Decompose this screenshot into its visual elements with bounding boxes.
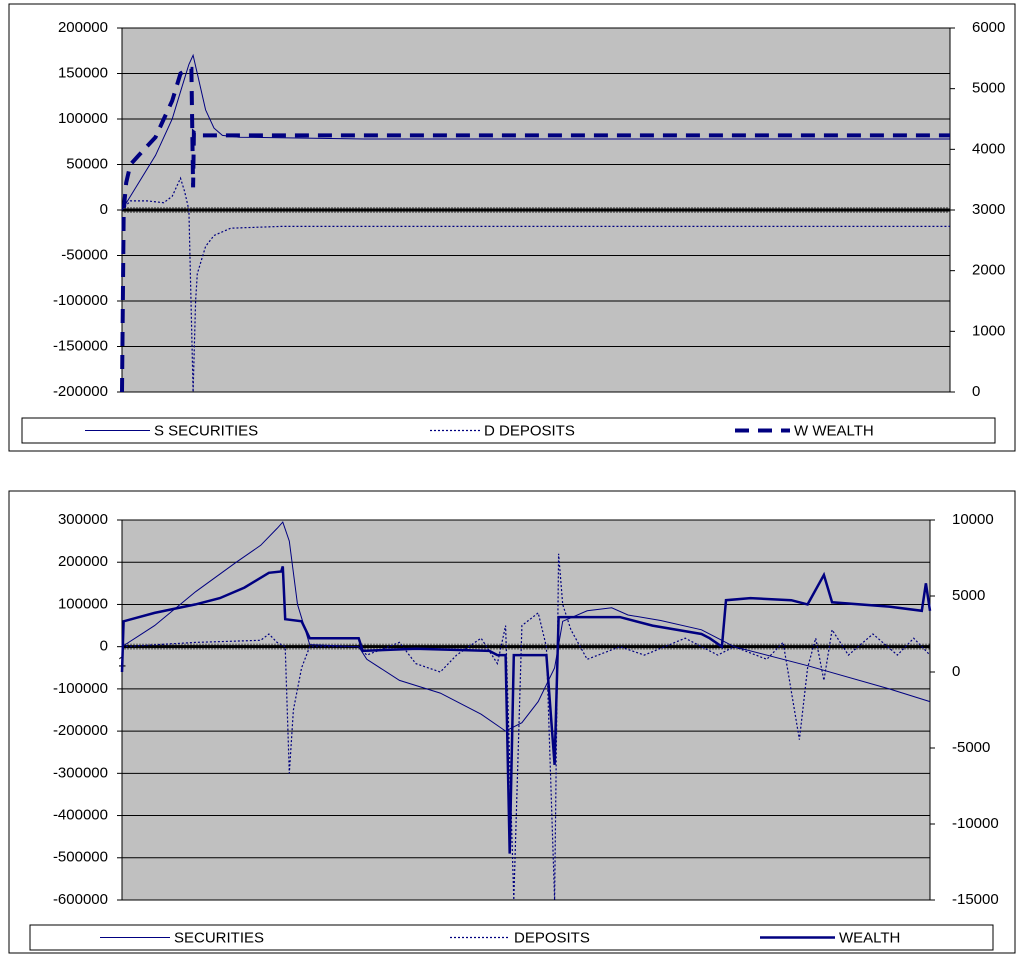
y-tick-label: 50000	[66, 155, 108, 172]
y2-tick-label: 4000	[972, 140, 1005, 157]
y2-tick-label: 3000	[972, 201, 1005, 218]
y-tick-label: -500000	[53, 849, 108, 866]
y-tick-label: 0	[100, 201, 108, 218]
y-tick-label: -200000	[53, 383, 108, 400]
y-tick-label: -150000	[53, 337, 108, 354]
y-tick-label: -100000	[53, 680, 108, 697]
y2-tick-label: -10000	[952, 815, 999, 832]
legend-label: W WEALTH	[794, 422, 874, 439]
y-tick-label: -300000	[53, 764, 108, 781]
y-tick-label: -50000	[61, 246, 108, 263]
y-tick-label: 100000	[58, 110, 108, 127]
y-tick-label: -600000	[53, 891, 108, 908]
y-tick-label: 150000	[58, 64, 108, 81]
legend-label: D DEPOSITS	[484, 422, 575, 439]
y2-tick-label: 10000	[952, 511, 994, 528]
legend-label: WEALTH	[839, 929, 900, 946]
y-tick-label: 0	[100, 638, 108, 655]
legend-label: S SECURITIES	[154, 422, 258, 439]
y-tick-label: -400000	[53, 807, 108, 824]
y-tick-label: 200000	[58, 19, 108, 36]
series-line	[120, 566, 932, 854]
series-line	[121, 553, 931, 901]
legend-label: SECURITIES	[174, 929, 264, 946]
y2-tick-label: 2000	[972, 262, 1005, 279]
y2-tick-label: -5000	[952, 739, 990, 756]
y-tick-label: -100000	[53, 292, 108, 309]
y2-tick-label: 6000	[972, 19, 1005, 36]
y-tick-label: -200000	[53, 722, 108, 739]
y2-tick-label: 5000	[952, 587, 985, 604]
series-line	[121, 521, 931, 732]
series-line	[121, 176, 950, 393]
y-tick-label: 100000	[58, 595, 108, 612]
y2-tick-label: 0	[972, 383, 980, 400]
y2-tick-label: -15000	[952, 891, 999, 908]
y2-tick-label: 1000	[972, 322, 1005, 339]
plot-area	[121, 519, 931, 901]
y2-tick-label: 5000	[972, 80, 1005, 97]
legend-label: DEPOSITS	[514, 929, 590, 946]
legend	[21, 417, 996, 444]
y-tick-label: 200000	[58, 553, 108, 570]
series-line	[120, 66, 950, 393]
y2-tick-label: 0	[952, 663, 960, 680]
y-tick-label: 300000	[58, 511, 108, 528]
